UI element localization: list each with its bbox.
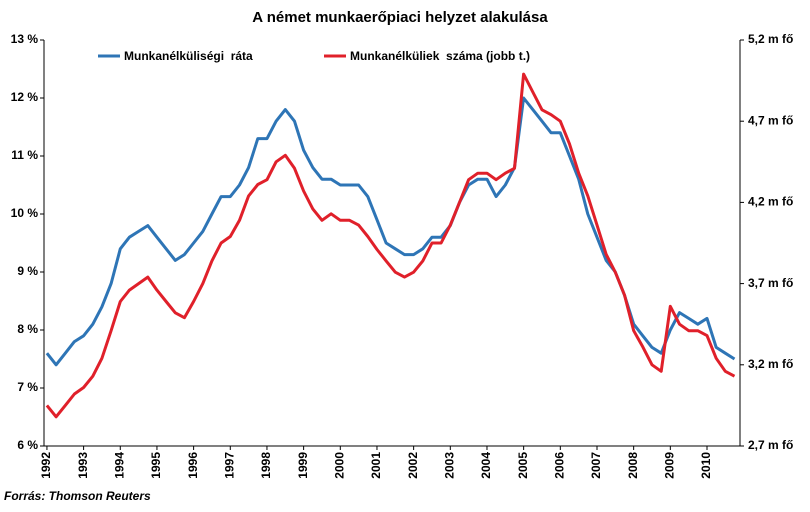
y-tick-label: 7 %	[17, 380, 38, 394]
series-line	[45, 72, 736, 419]
y-tick-label: 8 %	[17, 322, 38, 336]
source-note: Forrás: Thomson Reuters	[4, 489, 151, 503]
x-tick-label: 2002	[406, 452, 420, 479]
x-tick-label: 2008	[626, 452, 640, 479]
x-tick-label: 1997	[222, 452, 236, 479]
x-tick-label: 2009	[662, 452, 676, 479]
y2-tick-label: 3,7 m fő	[748, 276, 793, 290]
x-tick-label: 1998	[259, 452, 273, 479]
y-tick-label: 10 %	[11, 206, 39, 220]
y-tick-label: 11 %	[11, 148, 38, 162]
y2-tick-label: 3,2 m fő	[748, 357, 793, 371]
x-tick-label: 1996	[186, 452, 200, 479]
x-tick-label: 2010	[699, 452, 713, 479]
y2-tick-label: 4,7 m fő	[748, 113, 793, 127]
y-tick-label: 6 %	[17, 438, 38, 452]
y2-tick-label: 4,2 m fő	[748, 195, 793, 209]
x-tick-label: 1993	[76, 452, 90, 479]
y-tick-label: 12 %	[11, 90, 39, 104]
y-tick-label: 9 %	[17, 264, 38, 278]
x-tick-label: 2000	[332, 452, 346, 479]
x-tick-label: 2006	[552, 452, 566, 479]
y2-tick-label: 5,2 m fő	[748, 32, 793, 46]
x-tick-label: 2003	[442, 452, 456, 479]
x-tick-label: 1999	[296, 452, 310, 479]
x-tick-label: 2005	[516, 452, 530, 479]
x-tick-label: 1994	[112, 452, 126, 479]
chart-title: A német munkaerőpiaci helyzet alakulása	[252, 9, 548, 26]
x-tick-label: 2007	[589, 452, 603, 479]
legend-label: Munkanélküliek száma (jobb t.)	[350, 49, 530, 63]
x-tick-label: 1992	[39, 452, 53, 479]
x-tick-label: 1995	[149, 452, 163, 479]
x-tick-label: 2004	[479, 452, 493, 479]
x-tick-label: 2001	[369, 452, 383, 479]
y-tick-label: 13 %	[11, 32, 39, 46]
legend-label: Munkanélküliségi ráta	[124, 49, 253, 63]
y2-tick-label: 2,7 m fő	[748, 438, 793, 452]
